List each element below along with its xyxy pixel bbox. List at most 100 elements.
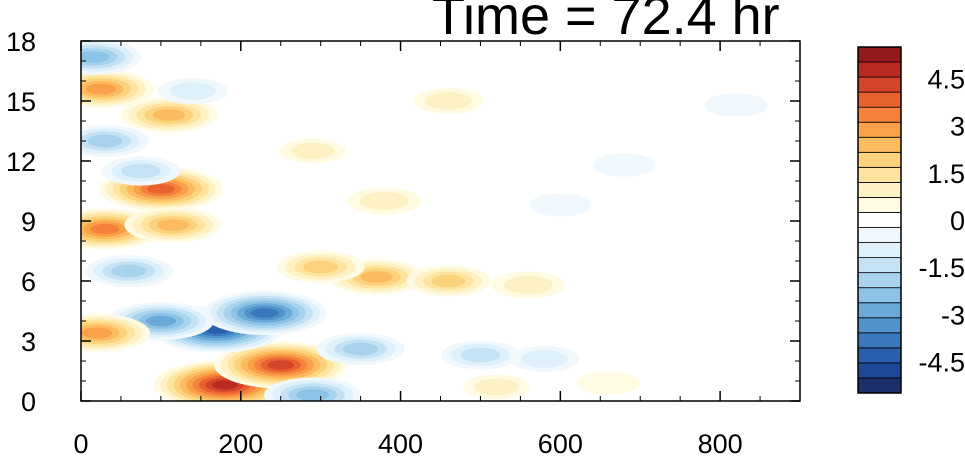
- field-feature: [81, 70, 154, 108]
- field-feature: [529, 193, 591, 217]
- field-feature: [276, 251, 365, 283]
- field-feature: [347, 187, 422, 215]
- y-tick-label: 0: [21, 387, 36, 417]
- field-feature: [316, 333, 405, 365]
- field-contour: [521, 350, 568, 368]
- field-contour: [296, 389, 329, 401]
- colorbar-label: -4.5: [918, 348, 965, 378]
- y-tick-label: 3: [21, 327, 36, 357]
- x-tick-label: 0: [73, 429, 88, 459]
- colorbar-box: [857, 272, 902, 289]
- field-feature: [202, 291, 327, 335]
- field-contour: [303, 260, 339, 274]
- x-tick-label: 400: [378, 429, 423, 459]
- field-contour: [267, 360, 295, 370]
- field-contour: [425, 92, 472, 110]
- colorbar-box: [857, 302, 902, 319]
- field-contour: [87, 134, 123, 148]
- field-feature: [406, 265, 491, 297]
- field-feature: [81, 125, 149, 157]
- field-contour: [111, 264, 147, 278]
- colorbar-box: [857, 181, 902, 198]
- field-contour: [145, 315, 176, 327]
- field-layer: [81, 41, 768, 401]
- colorbar-box: [857, 136, 902, 153]
- field-contour: [250, 308, 279, 318]
- field-feature: [463, 374, 530, 400]
- field-feature: [120, 97, 218, 133]
- colorbar-box: [857, 287, 902, 304]
- field-feature: [576, 371, 640, 395]
- field-feature: [440, 340, 520, 370]
- field-feature: [214, 341, 348, 389]
- field-contour: [431, 274, 466, 288]
- colorbar-box: [857, 91, 902, 108]
- field-contour: [152, 109, 186, 121]
- field-contour: [85, 83, 117, 95]
- colorbar-box: [857, 362, 902, 379]
- field-feature: [413, 88, 484, 114]
- field-contour: [460, 347, 501, 363]
- colorbar-box: [857, 61, 902, 78]
- field-contour: [290, 142, 335, 160]
- colorbar-box: [857, 242, 902, 259]
- y-tick-label: 12: [6, 147, 36, 177]
- field-contour: [360, 271, 393, 283]
- field-feature: [592, 153, 656, 177]
- colorbar-box: [857, 46, 902, 63]
- colorbar-box: [857, 347, 902, 364]
- colorbar-box: [857, 166, 902, 183]
- field-contour: [147, 184, 175, 194]
- field-contour: [474, 378, 519, 396]
- x-tick-label: 600: [538, 429, 583, 459]
- x-tick-label: 800: [698, 429, 743, 459]
- colorbar-label: 3: [950, 112, 965, 142]
- field-contour: [81, 51, 110, 63]
- field-feature: [509, 346, 580, 372]
- y-tick-label: 18: [6, 27, 36, 57]
- colorbar-box: [857, 197, 902, 213]
- field-contour: [704, 93, 768, 117]
- colorbar-label: 4.5: [927, 64, 965, 94]
- field-contour: [343, 342, 379, 356]
- colorbar-label: 1.5: [927, 159, 965, 189]
- y-tick-label: 6: [21, 267, 36, 297]
- field-contour: [211, 380, 238, 390]
- field-feature: [84, 255, 173, 287]
- colorbar-box: [857, 106, 902, 123]
- y-tick-label: 9: [21, 207, 36, 237]
- field-feature: [279, 138, 346, 164]
- field-contour: [121, 163, 161, 179]
- colorbar-box: [857, 257, 902, 274]
- colorbar-box: [857, 377, 902, 394]
- field-contour: [529, 193, 591, 217]
- field-feature: [124, 207, 222, 243]
- colorbar-box: [857, 332, 902, 349]
- field-contour: [81, 327, 113, 339]
- colorbar-box: [857, 317, 902, 334]
- colorbar-frame: [857, 46, 902, 394]
- field-feature: [101, 156, 181, 186]
- colorbar-box: [857, 227, 902, 243]
- colorbar-label: -1.5: [918, 253, 965, 283]
- field-contour: [360, 191, 410, 211]
- colorbar-box: [857, 76, 902, 93]
- y-tick-label: 15: [6, 87, 36, 117]
- field-contour: [169, 82, 217, 100]
- field-contour: [503, 275, 553, 295]
- field-feature: [81, 314, 150, 352]
- field-feature: [264, 377, 362, 401]
- colorbar-label: -3: [941, 300, 965, 330]
- field-feature: [491, 271, 566, 299]
- tick-layer: 0 200 400 600 800 0 3 6 9 12 15 18: [6, 27, 801, 459]
- colorbar: 4.5 3 1.5 0 -1.5 -3 -4.5: [857, 46, 965, 394]
- field-contour: [592, 153, 656, 177]
- field-contour: [156, 219, 190, 231]
- colorbar-box: [857, 121, 902, 138]
- field-feature: [81, 41, 142, 75]
- field-feature: [157, 78, 228, 104]
- field-contour: [90, 223, 120, 235]
- chart-title: Time = 72.4 hr: [432, 0, 780, 46]
- x-tick-label: 200: [218, 429, 263, 459]
